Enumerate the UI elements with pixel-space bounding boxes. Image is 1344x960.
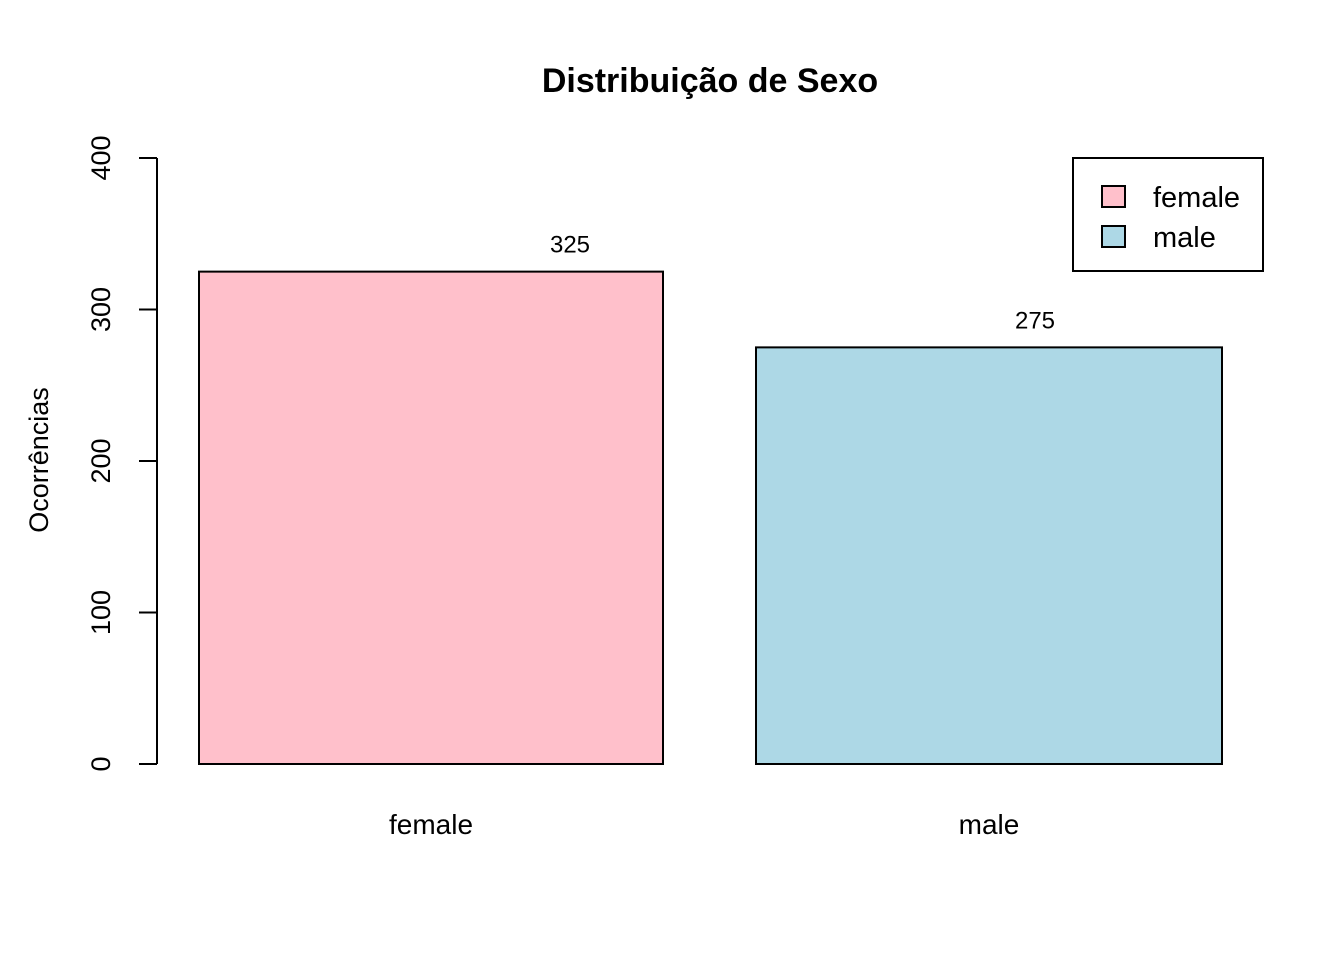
category-label: female	[389, 809, 473, 840]
legend-label-female: female	[1153, 182, 1240, 214]
legend-swatch-female	[1101, 185, 1126, 208]
y-tick-label: 100	[86, 590, 116, 635]
y-tick-label: 0	[86, 756, 116, 771]
legend: female male	[1072, 157, 1264, 272]
y-axis-label: Ocorrências	[24, 387, 54, 533]
legend-frame	[1072, 157, 1264, 272]
bar-female	[198, 270, 664, 765]
chart-title: Distribuição de Sexo	[542, 62, 878, 100]
y-tick-label: 300	[86, 287, 116, 332]
y-axis: 0 100 200 300 400	[86, 135, 158, 772]
data-label: 325	[550, 232, 590, 259]
data-label: 275	[1015, 307, 1055, 334]
bar-male	[755, 346, 1223, 765]
y-tick-label: 200	[86, 438, 116, 483]
category-labels: female male	[389, 809, 1019, 840]
category-label: male	[959, 809, 1020, 840]
bars	[198, 270, 1223, 765]
legend-label-male: male	[1153, 222, 1216, 254]
legend-swatch-male	[1101, 225, 1126, 248]
data-labels: 325 275	[550, 232, 1055, 335]
y-tick-label: 400	[86, 135, 116, 180]
